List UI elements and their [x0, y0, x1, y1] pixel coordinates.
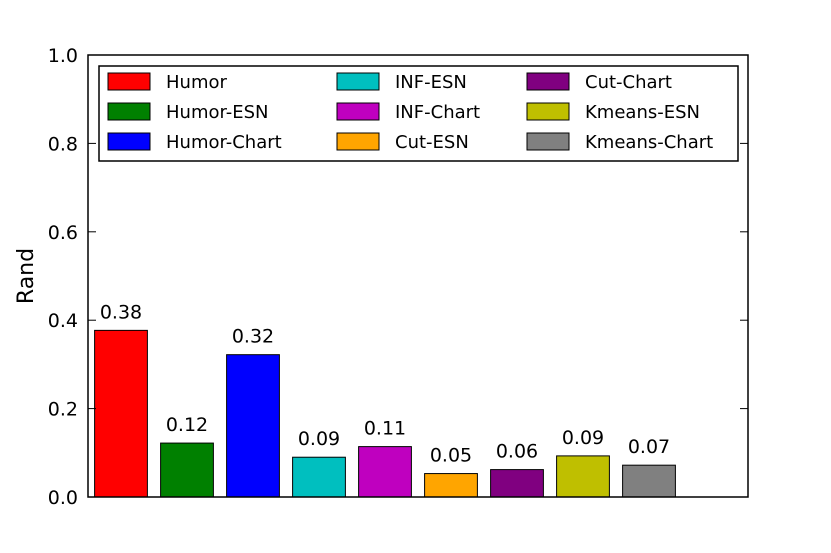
legend: Humor Humor-ESN Humor-Chart INF-ESN INF-Char… [98, 65, 739, 162]
value-label-kmeans-esn: 0.09 [562, 427, 604, 449]
legend-swatch-humor-esn [107, 102, 151, 121]
value-labels-group: 0.38 0.12 0.32 0.09 0.11 0.05 0.06 0.09 0.07 [100, 301, 670, 466]
value-label-inf-esn: 0.09 [298, 428, 340, 450]
legend-box [98, 65, 739, 162]
legend-label-humor: Humor [166, 72, 227, 93]
legend-swatch-cut-esn [336, 132, 380, 151]
legend-swatch-humor [107, 72, 151, 91]
legend-swatch-humor-chart [107, 132, 151, 151]
value-label-humor-esn: 0.12 [166, 414, 208, 436]
y-tick-label-0.8: 0.8 [48, 133, 78, 155]
legend-label-cut-chart: Cut-Chart [585, 72, 672, 93]
legend-swatch-inf-chart [336, 102, 380, 121]
legend-swatch-inf-esn [336, 72, 380, 91]
bar-cut-chart [490, 469, 544, 498]
value-label-humor: 0.38 [100, 301, 142, 323]
bar-cut-esn [424, 473, 478, 498]
bar-inf-esn [292, 456, 346, 498]
bar-inf-chart [358, 446, 412, 498]
legend-swatch-kmeans-chart [526, 132, 570, 151]
legend-swatch-cut-chart [526, 72, 570, 91]
bar-humor-esn [160, 442, 214, 498]
legend-label-kmeans-chart: Kmeans-Chart [585, 132, 713, 153]
plot-frame [87, 54, 749, 498]
legend-label-kmeans-esn: Kmeans-ESN [585, 102, 700, 123]
value-label-cut-esn: 0.05 [430, 445, 472, 467]
bar-kmeans-esn [556, 455, 610, 498]
y-tick-label-0.4: 0.4 [48, 310, 78, 332]
value-label-cut-chart: 0.06 [496, 441, 538, 463]
legend-label-inf-esn: INF-ESN [395, 72, 467, 93]
legend-label-humor-chart: Humor-Chart [166, 132, 282, 153]
y-tick-label-1.0: 1.0 [48, 45, 78, 67]
legend-label-cut-esn: Cut-ESN [395, 132, 469, 153]
legend-swatch-kmeans-esn [526, 102, 570, 121]
y-tick-label-0.6: 0.6 [48, 222, 78, 244]
value-label-inf-chart: 0.11 [364, 418, 406, 440]
bar-humor-chart [226, 354, 280, 498]
legend-label-humor-esn: Humor-ESN [166, 102, 269, 123]
bar-humor [94, 329, 148, 498]
value-label-kmeans-chart: 0.07 [628, 436, 670, 458]
y-tick-label-0.2: 0.2 [48, 399, 78, 421]
bars-group [94, 329, 676, 498]
bar-kmeans-chart [622, 464, 676, 498]
y-ticks-group: 0.0 0.2 0.4 0.6 0.8 1.0 [48, 45, 748, 509]
y-tick-label-0.0: 0.0 [48, 487, 78, 509]
y-axis-label: Rand [14, 248, 39, 304]
legend-label-inf-chart: INF-Chart [395, 102, 480, 123]
value-label-humor-chart: 0.32 [232, 326, 274, 348]
